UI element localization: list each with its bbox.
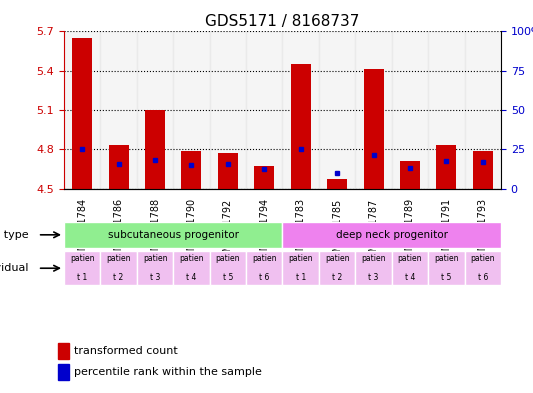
FancyBboxPatch shape <box>209 252 246 285</box>
FancyBboxPatch shape <box>319 252 356 285</box>
FancyBboxPatch shape <box>137 252 173 285</box>
Bar <box>173 31 209 189</box>
Bar <box>246 31 282 189</box>
Text: deep neck progenitor: deep neck progenitor <box>336 230 448 240</box>
FancyBboxPatch shape <box>356 252 392 285</box>
Bar <box>218 153 238 189</box>
Text: individual: individual <box>0 263 29 273</box>
Bar <box>145 110 165 189</box>
Text: t 5: t 5 <box>441 273 451 282</box>
Bar <box>392 31 428 189</box>
Text: patien: patien <box>398 254 422 263</box>
FancyBboxPatch shape <box>64 222 282 248</box>
Bar <box>364 70 384 189</box>
FancyBboxPatch shape <box>282 222 501 248</box>
Text: cell type: cell type <box>0 230 29 240</box>
Bar <box>209 31 246 189</box>
Text: patien: patien <box>252 254 277 263</box>
Bar <box>58 343 69 359</box>
Bar <box>109 145 128 189</box>
FancyBboxPatch shape <box>392 252 428 285</box>
Bar <box>473 151 493 189</box>
FancyBboxPatch shape <box>100 252 137 285</box>
FancyBboxPatch shape <box>173 252 209 285</box>
Text: patien: patien <box>471 254 495 263</box>
Text: t 3: t 3 <box>368 273 379 282</box>
FancyBboxPatch shape <box>465 252 501 285</box>
Bar <box>465 31 501 189</box>
Bar <box>400 161 420 189</box>
FancyBboxPatch shape <box>64 252 100 285</box>
Bar <box>254 166 274 189</box>
Text: percentile rank within the sample: percentile rank within the sample <box>74 367 262 377</box>
Bar <box>100 31 137 189</box>
Bar <box>282 31 319 189</box>
Text: patien: patien <box>288 254 313 263</box>
Bar <box>64 31 100 189</box>
FancyBboxPatch shape <box>282 252 319 285</box>
Text: patien: patien <box>70 254 94 263</box>
Text: t 4: t 4 <box>186 273 197 282</box>
Text: patien: patien <box>325 254 349 263</box>
Text: t 3: t 3 <box>150 273 160 282</box>
Bar <box>181 151 201 189</box>
Title: GDS5171 / 8168737: GDS5171 / 8168737 <box>205 14 360 29</box>
Text: t 4: t 4 <box>405 273 415 282</box>
Text: patien: patien <box>434 254 458 263</box>
Text: t 1: t 1 <box>296 273 306 282</box>
Bar <box>319 31 356 189</box>
Text: patien: patien <box>107 254 131 263</box>
Bar <box>137 31 173 189</box>
Bar <box>290 64 311 189</box>
Text: subcutaneous progenitor: subcutaneous progenitor <box>108 230 239 240</box>
Text: t 5: t 5 <box>223 273 233 282</box>
Text: t 1: t 1 <box>77 273 87 282</box>
Text: patien: patien <box>361 254 386 263</box>
Text: patien: patien <box>216 254 240 263</box>
Text: patien: patien <box>143 254 167 263</box>
Bar <box>72 38 92 189</box>
FancyBboxPatch shape <box>428 252 465 285</box>
Bar <box>356 31 392 189</box>
Bar <box>58 364 69 380</box>
Text: t 2: t 2 <box>114 273 124 282</box>
Text: t 6: t 6 <box>259 273 270 282</box>
Bar <box>327 180 347 189</box>
Text: transformed count: transformed count <box>74 346 177 356</box>
FancyBboxPatch shape <box>246 252 282 285</box>
Bar <box>437 145 456 189</box>
Text: patien: patien <box>179 254 204 263</box>
Text: t 6: t 6 <box>478 273 488 282</box>
Text: t 2: t 2 <box>332 273 342 282</box>
Bar <box>428 31 465 189</box>
